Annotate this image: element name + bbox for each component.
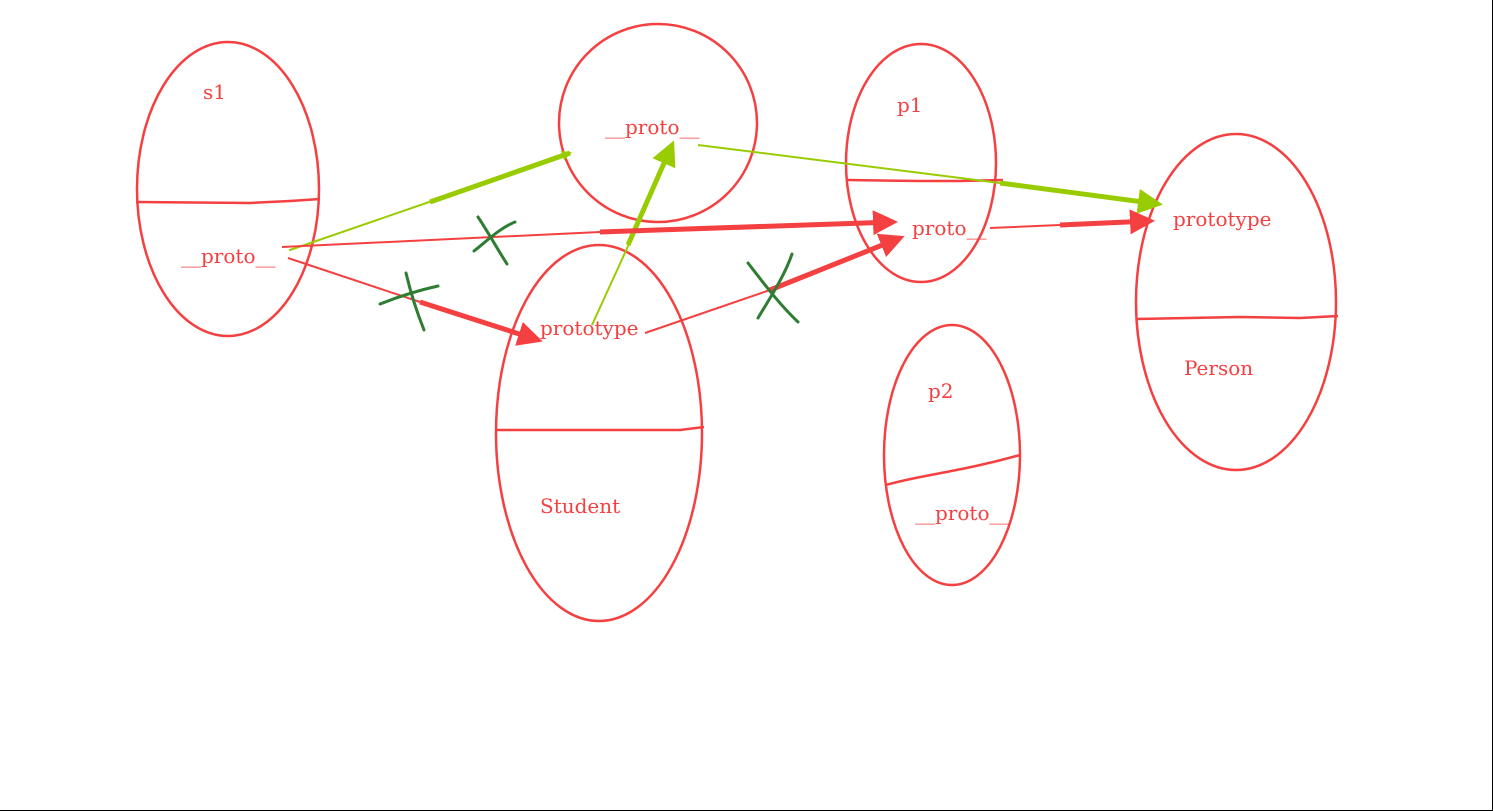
red-arrows — [282, 221, 1150, 340]
cross-mark-s1-to-student — [380, 273, 438, 330]
p2-object: p2 __proto__ — [884, 325, 1020, 585]
p2-ellipse — [884, 325, 1020, 585]
object-prototype-proto-field: __proto__ — [605, 115, 699, 139]
p1-proto-field: proto__ — [912, 216, 986, 240]
arrow-object-proto-to-person-prototype-thick — [1000, 183, 1158, 204]
p1-ellipse — [846, 44, 996, 282]
cross-mark-s1-to-p1 — [474, 217, 515, 264]
student-name: Student — [540, 494, 620, 518]
person-prototype-field: prototype — [1173, 207, 1271, 231]
s1-name: s1 — [203, 80, 226, 104]
student-prototype-field: prototype — [540, 316, 638, 340]
person-ellipse — [1136, 134, 1336, 470]
p2-proto-field: __proto__ — [915, 501, 1009, 525]
p2-name: p2 — [928, 379, 954, 403]
arrow-p1-to-person-thin — [990, 225, 1060, 228]
student-node: prototype Student — [496, 245, 704, 621]
s1-divider — [136, 199, 320, 203]
s1-object: s1 __proto__ — [136, 42, 320, 336]
arrow-s1-to-p1-thick — [600, 222, 893, 232]
s1-proto-field: __proto__ — [181, 244, 275, 268]
arrow-s1-to-object-proto-thick — [430, 153, 570, 202]
person-name: Person — [1184, 356, 1253, 380]
s1-ellipse — [137, 42, 319, 336]
cross-marks — [380, 217, 798, 330]
arrow-s1-to-student-thick — [420, 302, 538, 340]
p2-divider — [886, 455, 1020, 485]
student-ellipse — [496, 245, 702, 621]
arrow-student-to-p1-thin — [645, 290, 770, 333]
object-prototype-node: __proto__ — [559, 24, 757, 222]
person-divider — [1136, 316, 1338, 319]
p1-name: p1 — [897, 93, 923, 117]
student-divider — [497, 427, 704, 430]
green-arrows — [290, 145, 1158, 325]
arrow-p1-to-person-thick — [1060, 221, 1150, 225]
arrow-s1-to-p1-thin — [282, 232, 600, 247]
p1-object: p1 proto__ — [846, 44, 1003, 282]
arrow-object-proto-to-person-prototype — [698, 145, 1000, 183]
person-node: prototype Person — [1136, 134, 1338, 470]
